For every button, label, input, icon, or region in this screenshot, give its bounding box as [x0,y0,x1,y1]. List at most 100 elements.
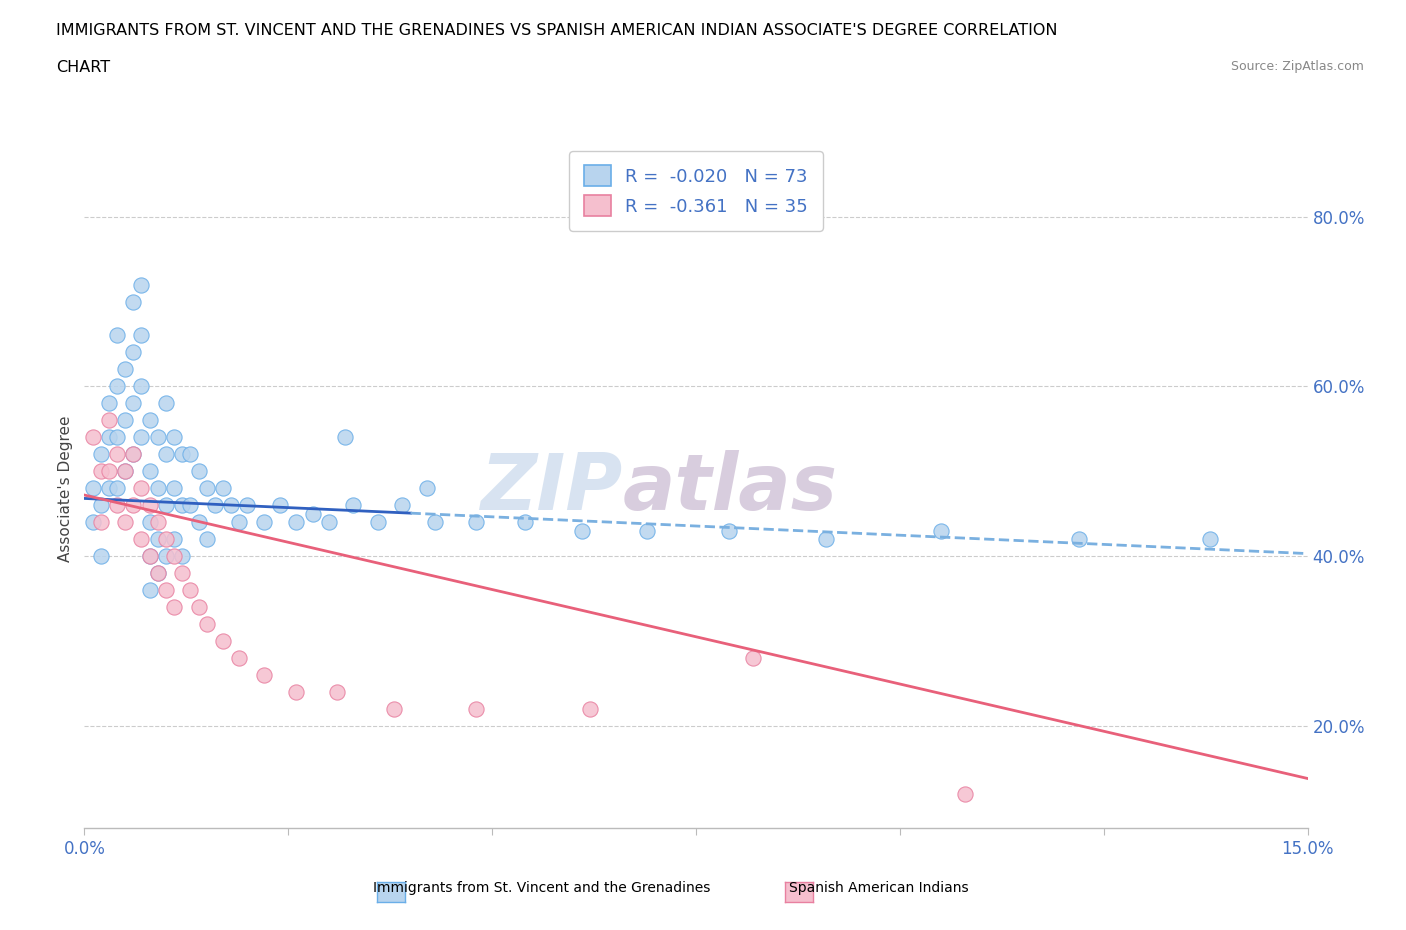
Point [138,464,160,479]
Point [155,396,177,411]
Text: Spanish American Indians: Spanish American Indians [789,881,969,896]
Point [163,600,186,615]
Point [138,582,160,598]
Point [579,701,602,716]
Point [285,684,308,699]
Point [146,515,169,530]
Point [285,515,308,530]
Point [114,464,136,479]
Point [187,464,209,479]
Point [342,498,364,512]
Point [179,582,201,598]
Point [636,524,658,538]
Point [742,651,765,666]
Point [105,379,128,394]
Point [179,498,201,512]
Point [122,447,145,462]
Point [131,379,153,394]
Y-axis label: Associate's Degree: Associate's Degree [58,415,73,562]
Point [335,430,357,445]
Point [131,328,153,343]
Point [253,668,276,683]
Point [571,524,593,538]
Point [97,413,120,428]
Point [179,447,201,462]
Point [146,565,169,580]
Point [122,396,145,411]
Point [82,430,104,445]
Point [82,515,104,530]
Point [228,651,250,666]
Point [219,498,242,512]
Point [423,515,446,530]
Point [131,481,153,496]
Point [464,701,486,716]
Point [90,447,112,462]
Point [90,464,112,479]
Point [82,481,104,496]
Point [138,413,160,428]
Point [131,532,153,547]
Point [122,294,145,309]
Point [204,498,226,512]
Point [367,515,389,530]
Point [146,481,169,496]
Point [195,617,218,631]
Point [228,515,250,530]
Point [97,396,120,411]
Point [146,532,169,547]
Text: IMMIGRANTS FROM ST. VINCENT AND THE GRENADINES VS SPANISH AMERICAN INDIAN ASSOCI: IMMIGRANTS FROM ST. VINCENT AND THE GREN… [56,23,1057,38]
Point [155,498,177,512]
Point [155,582,177,598]
Point [97,481,120,496]
Text: ZIP: ZIP [481,450,623,526]
Point [236,498,259,512]
Point [114,362,136,377]
Point [391,498,413,512]
Text: Source: ZipAtlas.com: Source: ZipAtlas.com [1230,60,1364,73]
Point [146,565,169,580]
Point [253,515,276,530]
Point [163,532,186,547]
Point [172,549,194,564]
Point [172,565,194,580]
Text: atlas: atlas [623,450,838,526]
Point [163,430,186,445]
Point [195,481,218,496]
Point [382,701,405,716]
Point [1069,532,1091,547]
Point [97,430,120,445]
Point [953,787,976,802]
Point [416,481,439,496]
Point [172,447,194,462]
Text: Immigrants from St. Vincent and the Grenadines: Immigrants from St. Vincent and the Gren… [373,881,710,896]
Point [1198,532,1220,547]
Point [90,498,112,512]
Point [122,345,145,360]
Point [138,515,160,530]
Point [464,515,486,530]
Point [301,506,323,521]
Point [131,430,153,445]
Point [131,277,153,292]
Legend: R =  -0.020   N = 73, R =  -0.361   N = 35: R = -0.020 N = 73, R = -0.361 N = 35 [569,151,823,231]
Point [172,498,194,512]
Point [138,549,160,564]
Point [138,498,160,512]
Text: CHART: CHART [56,60,110,75]
Point [97,464,120,479]
Point [105,328,128,343]
Point [155,447,177,462]
Point [929,524,952,538]
Point [318,515,340,530]
Point [114,515,136,530]
Point [163,481,186,496]
Point [90,549,112,564]
Point [212,481,235,496]
Point [105,447,128,462]
Point [212,633,235,648]
Point [269,498,291,512]
Point [105,498,128,512]
Point [114,464,136,479]
Point [122,447,145,462]
